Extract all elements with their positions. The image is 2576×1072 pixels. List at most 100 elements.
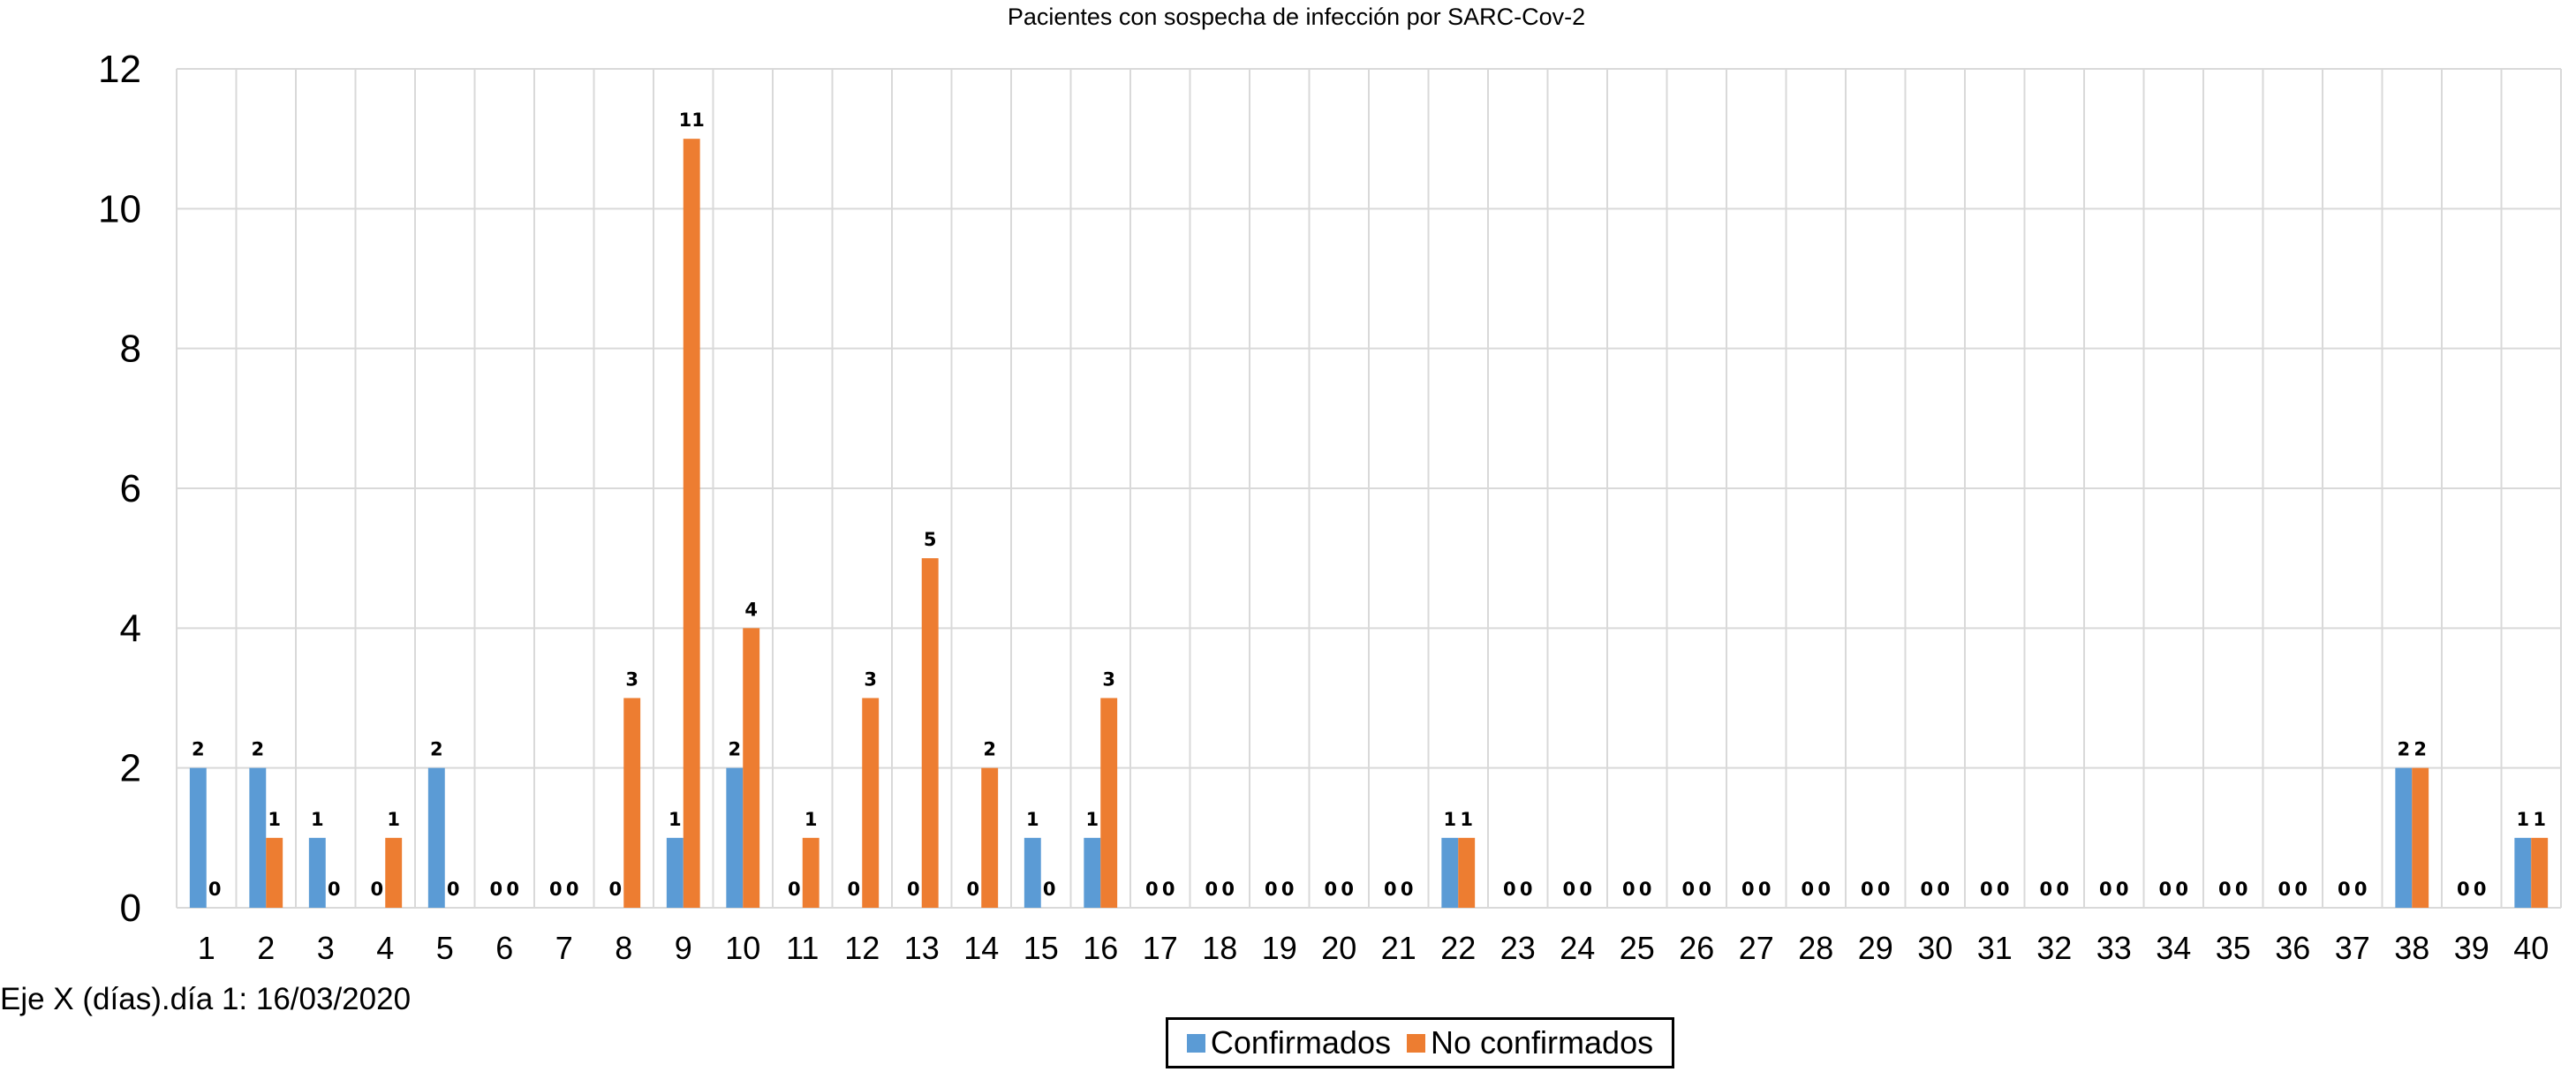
data-label: 0: [2474, 879, 2487, 900]
x-tick-label: 13: [904, 930, 940, 966]
bar-confirmados-5: [427, 767, 445, 908]
data-label: 0: [1401, 879, 1414, 900]
data-label: 0: [966, 879, 979, 900]
data-label: 0: [2338, 879, 2351, 900]
y-tick-label: 8: [120, 328, 141, 371]
data-label: 2: [430, 739, 443, 760]
bar-no-confirmados-13: [921, 558, 939, 908]
legend-swatch-confirmados: [1186, 1033, 1205, 1053]
data-label: 2: [2397, 739, 2410, 760]
x-tick-label: 35: [2216, 930, 2251, 966]
x-tick-label: 23: [1500, 930, 1536, 966]
data-label: 1: [1443, 809, 1456, 830]
data-label: 0: [1801, 879, 1814, 900]
x-tick-label: 7: [555, 930, 573, 966]
bar-confirmados-16: [1084, 837, 1101, 908]
data-label: 0: [1205, 879, 1218, 900]
data-label: 0: [2294, 879, 2308, 900]
data-label: 0: [2099, 879, 2112, 900]
data-label: 1: [268, 809, 281, 830]
data-label: 0: [907, 879, 920, 900]
x-tick-label: 36: [2275, 930, 2310, 966]
y-axis-ticks: 0 2 4 6 8 10 12: [98, 48, 141, 930]
data-label: 0: [1937, 879, 1950, 900]
x-tick-label: 20: [1321, 930, 1356, 966]
y-tick-label: 0: [120, 887, 141, 930]
data-label: 2: [728, 739, 741, 760]
data-label: 0: [1980, 879, 1993, 900]
bar-confirmados-40: [2514, 837, 2532, 908]
data-label: 0: [1562, 879, 1575, 900]
data-label: 0: [2039, 879, 2052, 900]
x-tick-label: 15: [1024, 930, 1059, 966]
data-label: 0: [1741, 879, 1755, 900]
data-label: 0: [1920, 879, 1933, 900]
data-label: 0: [1639, 879, 1652, 900]
x-tick-label: 10: [725, 930, 760, 966]
bar-no-confirmados-11: [802, 837, 820, 908]
x-axis-label: Eje X (días).día 1: 16/03/2020: [0, 982, 412, 1016]
data-label: 0: [2116, 879, 2129, 900]
x-tick-label: 12: [844, 930, 880, 966]
data-label: 0: [1384, 879, 1397, 900]
x-tick-label: 9: [675, 930, 692, 966]
data-label: 3: [864, 669, 877, 691]
x-tick-label: 2: [257, 930, 275, 966]
data-label: 0: [1265, 879, 1278, 900]
data-label: 1: [669, 809, 682, 830]
data-label: 0: [2235, 879, 2248, 900]
gridlines: [176, 68, 2562, 909]
data-label: 0: [1861, 879, 1874, 900]
x-tick-label: 31: [1977, 930, 2013, 966]
x-tick-label: 32: [2036, 930, 2072, 966]
bar-confirmados-9: [666, 837, 684, 908]
data-label: 1: [1460, 809, 1473, 830]
data-label: 0: [1520, 879, 1533, 900]
bar-no-confirmados-14: [981, 767, 999, 908]
legend-label-no-confirmados: No confirmados: [1430, 1024, 1654, 1061]
y-tick-label: 6: [120, 467, 141, 510]
data-label: 0: [1681, 879, 1695, 900]
data-label: 0: [1043, 879, 1056, 900]
bar-no-confirmados-10: [743, 628, 760, 908]
x-tick-label: 18: [1202, 930, 1237, 966]
data-label: 0: [447, 879, 460, 900]
data-label: 1: [805, 809, 818, 830]
x-tick-label: 24: [1560, 930, 1595, 966]
x-tick-label: 30: [1917, 930, 1953, 966]
data-label: 1: [1026, 809, 1039, 830]
data-label: 0: [1698, 879, 1711, 900]
legend-swatch-no-confirmados: [1406, 1033, 1425, 1053]
data-label: 0: [489, 879, 502, 900]
x-tick-label: 19: [1262, 930, 1297, 966]
x-axis-ticks: 1 2 3 4 5 6 7 8 9 10 11 12 13 14 15 16 17 18 19 20 21 22 23 24 2…: [198, 930, 2550, 966]
bar-confirmados-1: [189, 767, 207, 908]
chart-title: Pacientes con sospecha de infección por …: [1008, 4, 1585, 30]
data-label: 0: [2056, 879, 2069, 900]
y-tick-label: 4: [120, 607, 141, 650]
x-tick-label: 34: [2156, 930, 2191, 966]
x-tick-label: 33: [2096, 930, 2132, 966]
bar-confirmados-3: [308, 837, 326, 908]
data-label: 0: [328, 879, 341, 900]
bar-no-confirmados-40: [2531, 837, 2549, 908]
legend-item-confirmados: Confirmados: [1186, 1024, 1391, 1061]
x-tick-label: 40: [2513, 930, 2549, 966]
x-tick-label: 26: [1679, 930, 1714, 966]
data-label: 0: [608, 879, 622, 900]
data-label: 1: [2516, 809, 2529, 830]
x-tick-label: 27: [1739, 930, 1774, 966]
data-label: 5: [924, 529, 937, 550]
data-label: 0: [1281, 879, 1295, 900]
bars: [189, 139, 2549, 908]
bar-no-confirmados-8: [623, 698, 641, 908]
x-tick-label: 25: [1620, 930, 1655, 966]
bar-confirmados-38: [2395, 767, 2413, 908]
data-label: 0: [2158, 879, 2172, 900]
bar-no-confirmados-4: [385, 837, 403, 908]
bar-no-confirmados-16: [1100, 698, 1118, 908]
data-label: 0: [370, 879, 383, 900]
legend: Confirmados No confirmados: [1166, 1017, 1674, 1068]
bar-no-confirmados-9: [683, 139, 700, 908]
